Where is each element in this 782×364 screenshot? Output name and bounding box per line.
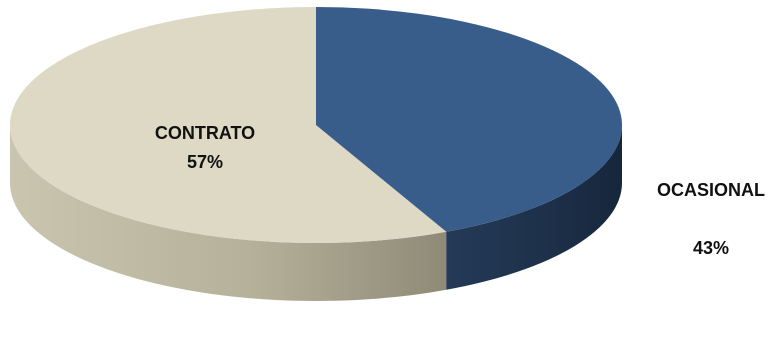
slice-ocasional xyxy=(316,7,623,232)
slice-label-contrato: CONTRATO xyxy=(155,123,255,143)
slice-value-ocasional: 43% xyxy=(693,238,729,258)
slice-contrato xyxy=(10,7,447,243)
slice-label-ocasional: OCASIONAL xyxy=(657,180,765,200)
slice-side-contrato xyxy=(10,125,447,302)
slice-value-contrato: 57% xyxy=(187,152,223,172)
slice-side-ocasional xyxy=(446,125,622,290)
